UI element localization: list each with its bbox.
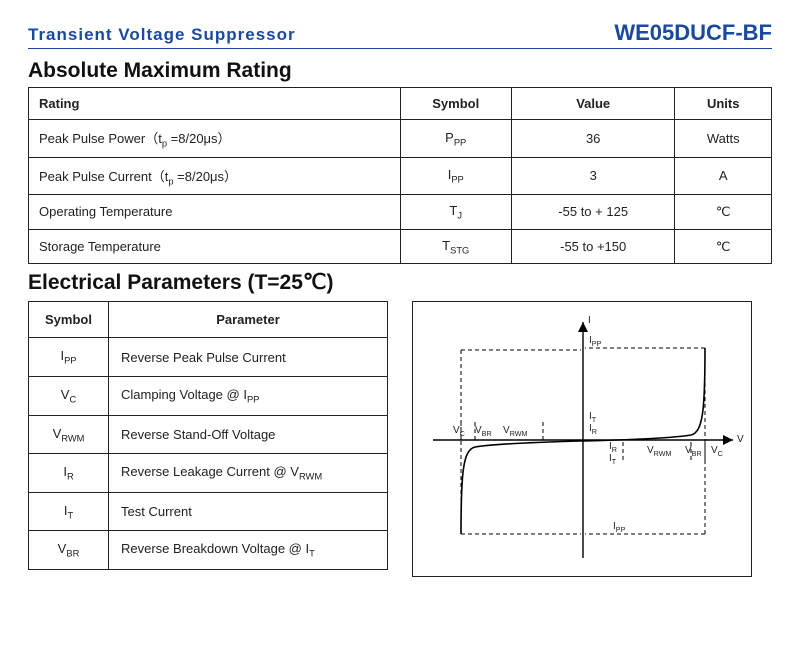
table-row: ITTest Current <box>29 492 388 531</box>
col-units: Units <box>675 88 772 120</box>
cell-parameter: Reverse Peak Pulse Current <box>109 338 388 377</box>
cell-symbol: IT <box>29 492 109 531</box>
doc-type: Transient Voltage Suppressor <box>28 25 296 45</box>
table-row: Operating TemperatureTJ-55 to + 125℃ <box>29 195 772 230</box>
cell-symbol: PPP <box>400 120 511 158</box>
col-symbol: Symbol <box>29 302 109 338</box>
cell-value: 3 <box>511 157 674 195</box>
cell-symbol: VBR <box>29 531 109 570</box>
cell-value: -55 to +150 <box>511 229 674 264</box>
cell-units: ℃ <box>675 229 772 264</box>
col-rating: Rating <box>29 88 401 120</box>
cell-parameter: Clamping Voltage @ IPP <box>109 376 388 415</box>
cell-rating: Peak Pulse Current（tp =8/20μs） <box>29 157 401 195</box>
cell-symbol: IPP <box>29 338 109 377</box>
cell-value: 36 <box>511 120 674 158</box>
cell-parameter: Test Current <box>109 492 388 531</box>
table-header-row: Rating Symbol Value Units <box>29 88 772 120</box>
col-symbol: Symbol <box>400 88 511 120</box>
bottom-row: Symbol Parameter IPPReverse Peak Pulse C… <box>28 301 772 577</box>
cell-symbol: VRWM <box>29 415 109 454</box>
col-parameter: Parameter <box>109 302 388 338</box>
section-title-params: Electrical Parameters (T=25℃) <box>28 270 772 295</box>
table-row: Peak Pulse Power（tp =8/20μs）PPP36Watts <box>29 120 772 158</box>
table-row: IPPReverse Peak Pulse Current <box>29 338 388 377</box>
cell-parameter: Reverse Stand-Off Voltage <box>109 415 388 454</box>
params-table: Symbol Parameter IPPReverse Peak Pulse C… <box>28 301 388 570</box>
section-title-ratings: Absolute Maximum Rating <box>28 59 772 83</box>
cell-units: A <box>675 157 772 195</box>
cell-rating: Storage Temperature <box>29 229 401 264</box>
cell-rating: Operating Temperature <box>29 195 401 230</box>
table-row: VRWMReverse Stand-Off Voltage <box>29 415 388 454</box>
cell-symbol: VC <box>29 376 109 415</box>
part-number: WE05DUCF-BF <box>614 20 772 46</box>
table-row: Storage TemperatureTSTG-55 to +150℃ <box>29 229 772 264</box>
cell-symbol: TSTG <box>400 229 511 264</box>
table-header-row: Symbol Parameter <box>29 302 388 338</box>
iv-curve-diagram: IVIPPIPPITIRIRITVCVBRVRWMVRWMVBRVC <box>412 301 752 577</box>
cell-value: -55 to + 125 <box>511 195 674 230</box>
cell-parameter: Reverse Breakdown Voltage @ IT <box>109 531 388 570</box>
cell-units: Watts <box>675 120 772 158</box>
cell-rating: Peak Pulse Power（tp =8/20μs） <box>29 120 401 158</box>
table-row: VBRReverse Breakdown Voltage @ IT <box>29 531 388 570</box>
cell-parameter: Reverse Leakage Current @ VRWM <box>109 454 388 493</box>
cell-symbol: IR <box>29 454 109 493</box>
cell-units: ℃ <box>675 195 772 230</box>
table-row: IRReverse Leakage Current @ VRWM <box>29 454 388 493</box>
ratings-table: Rating Symbol Value Units Peak Pulse Pow… <box>28 87 772 264</box>
header-row: Transient Voltage Suppressor WE05DUCF-BF <box>28 20 772 49</box>
col-value: Value <box>511 88 674 120</box>
table-row: Peak Pulse Current（tp =8/20μs）IPP3A <box>29 157 772 195</box>
cell-symbol: TJ <box>400 195 511 230</box>
cell-symbol: IPP <box>400 157 511 195</box>
table-row: VCClamping Voltage @ IPP <box>29 376 388 415</box>
